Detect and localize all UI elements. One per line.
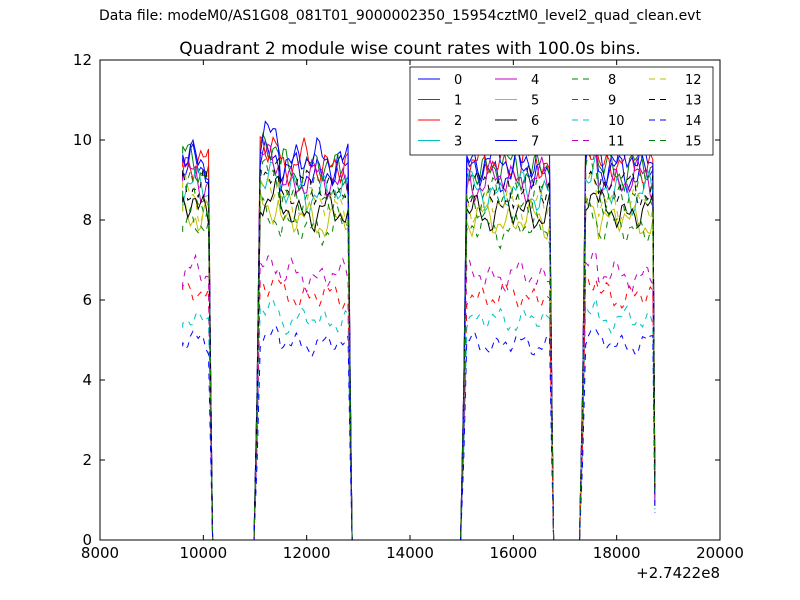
series-line-9	[182, 273, 656, 540]
legend-label-5: 5	[531, 94, 539, 109]
legend-label-9: 9	[608, 94, 616, 109]
x-tick-label: 12000	[283, 544, 331, 562]
chart-title: Quadrant 2 module wise count rates with …	[179, 39, 640, 59]
series-line-4	[182, 137, 656, 540]
y-tick-label: 0	[82, 531, 92, 549]
x-tick-label: 16000	[489, 544, 537, 562]
legend-label-1: 1	[454, 94, 462, 109]
y-tick-label: 4	[82, 371, 92, 389]
legend-label-15: 15	[685, 135, 702, 150]
legend-label-8: 8	[608, 73, 616, 88]
y-tick-label: 10	[73, 131, 92, 149]
x-tick-label: 8000	[81, 544, 119, 562]
legend-label-2: 2	[454, 114, 462, 129]
x-tick-label: 20000	[696, 544, 744, 562]
y-tick-label: 8	[82, 211, 92, 229]
series-line-15	[182, 151, 656, 540]
x-tick-label: 18000	[593, 544, 641, 562]
series-line-13	[182, 157, 656, 540]
legend-label-7: 7	[531, 135, 539, 150]
series-line-12	[182, 172, 656, 540]
data-file-title: Data file: modeM0/AS1G08_081T01_90000023…	[99, 8, 701, 24]
legend-label-6: 6	[531, 114, 539, 129]
legend-label-10: 10	[608, 114, 625, 129]
series-line-1	[182, 124, 656, 540]
y-tick-label: 6	[82, 291, 92, 309]
y-tick-label: 12	[73, 51, 92, 69]
legend-label-13: 13	[685, 94, 702, 109]
series-line-8	[182, 195, 656, 540]
series-line-3	[182, 153, 656, 540]
legend-label-14: 14	[685, 114, 702, 129]
legend-label-12: 12	[685, 73, 702, 88]
x-axis: 8000 10000 12000 14000 16000 18000 20000	[81, 60, 744, 562]
y-tick-label: 2	[82, 451, 92, 469]
legend-label-4: 4	[531, 73, 539, 88]
x-offset-label: +2.7422e8	[636, 564, 720, 582]
series-line-10	[182, 298, 656, 540]
legend-label-11: 11	[608, 135, 625, 150]
series-line-14	[182, 324, 656, 540]
x-tick-label: 14000	[386, 544, 434, 562]
plot-lines	[182, 115, 656, 540]
series-line-11	[182, 249, 656, 540]
legend-label-3: 3	[454, 135, 462, 150]
legend-label-0: 0	[454, 73, 462, 88]
x-tick-label: 10000	[179, 544, 227, 562]
